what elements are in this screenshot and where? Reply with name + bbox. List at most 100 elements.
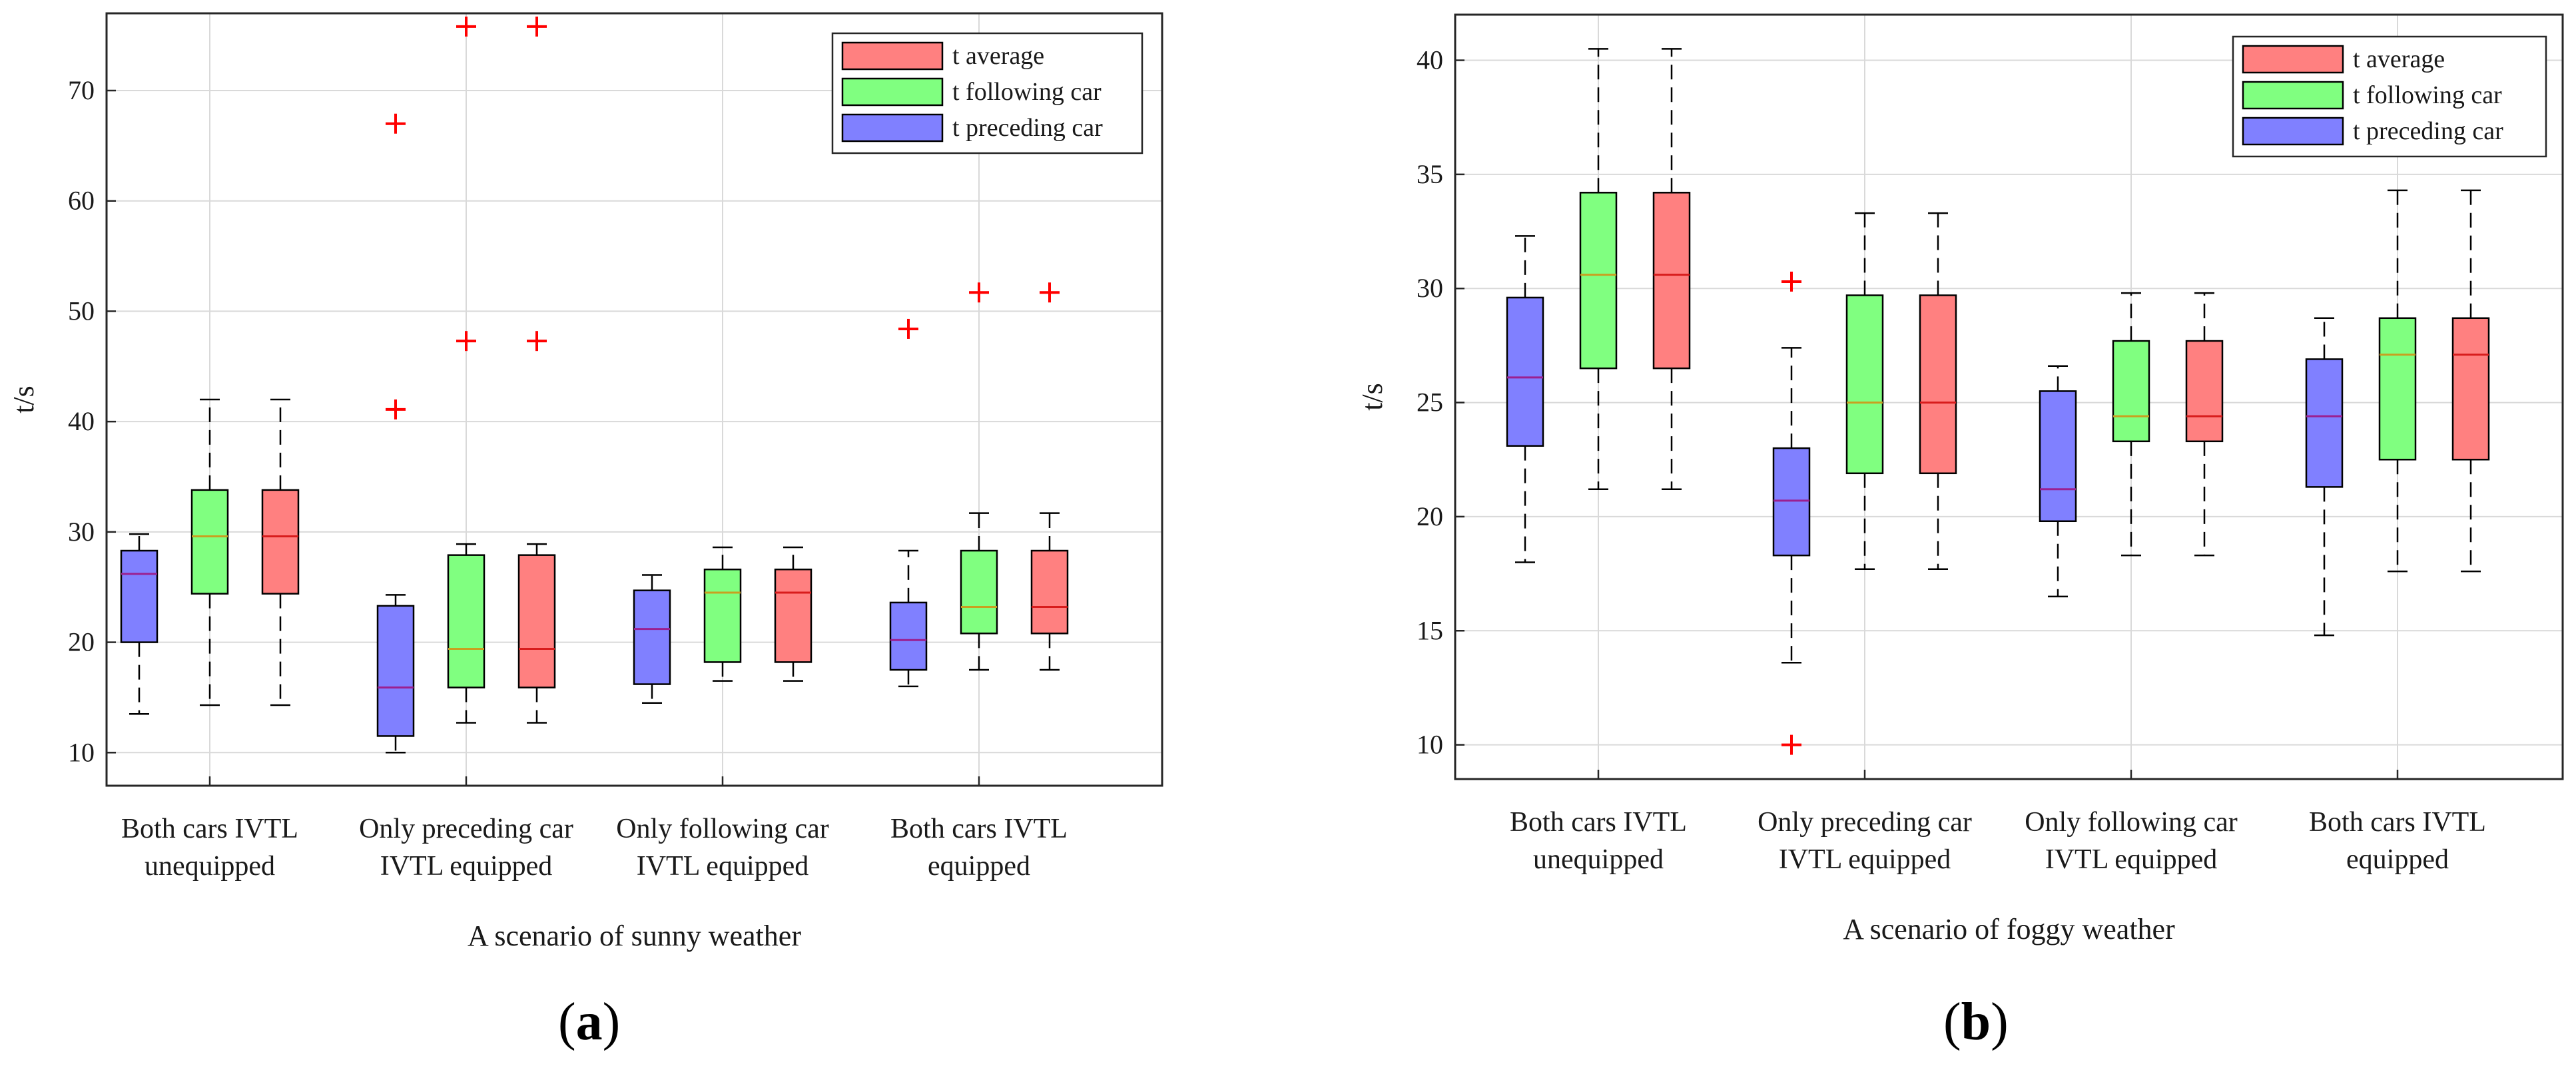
box-preceding-group-4 <box>2305 317 2344 637</box>
panel-b-label: (b) <box>1943 992 2009 1053</box>
x-tick-label: unequipped <box>145 851 275 882</box>
panel-a-label-close: ) <box>602 993 621 1051</box>
x-tick-label: IVTL equipped <box>380 851 553 882</box>
box-body <box>2112 340 2150 443</box>
x-tick-label: Both cars IVTL <box>1510 807 1687 838</box>
panel-b-label-open: ( <box>1943 993 1961 1051</box>
y-axis-label: t/s <box>1356 383 1389 411</box>
outlier-marker <box>1040 282 1060 303</box>
axes-frame <box>105 12 1163 787</box>
box-body <box>2305 358 2344 488</box>
y-tick-label: 50 <box>68 296 95 326</box>
legend-label-preceding: t preceding car <box>2353 117 2503 145</box>
box-following-group-4 <box>960 282 998 671</box>
box-preceding-group-3 <box>2039 365 2077 598</box>
y-tick-label: 35 <box>1417 159 1443 189</box>
box-preceding-group-4 <box>889 318 928 688</box>
box-following-group-2 <box>1845 212 1884 570</box>
box-following-group-4 <box>2378 189 2417 573</box>
box-body <box>774 568 812 663</box>
box-body <box>517 554 556 688</box>
legend: t average t following car t preceding car <box>2232 35 2547 158</box>
box-body <box>1030 549 1069 635</box>
outlier-marker <box>969 282 989 303</box>
panel-a-label: (a) <box>558 992 620 1053</box>
outlier-marker <box>456 331 476 352</box>
chart-panel-b: 10 15 20 25 30 35 40 Both cars IVTL unequipped On… <box>1356 13 2564 946</box>
panel-b-label-letter: b <box>1961 993 1991 1051</box>
y-tick-label: 15 <box>1417 615 1443 645</box>
y-tick-label: 20 <box>1417 501 1443 531</box>
box-preceding-group-1 <box>120 533 159 715</box>
y-tick-label: 60 <box>68 186 95 216</box>
x-axis-label: A scenario of sunny weather <box>468 920 801 952</box>
box-body <box>703 568 742 663</box>
y-tick-label: 70 <box>68 75 95 105</box>
legend-label-following: t following car <box>952 78 1102 106</box>
outlier-marker <box>386 399 406 419</box>
box-following-group-3 <box>703 546 742 682</box>
box-body <box>261 489 300 595</box>
y-tick-label: 10 <box>1417 730 1443 760</box>
chart-panel-a: 10 20 30 40 50 60 70 Both cars IVTL unequipped On… <box>7 12 1163 952</box>
box-body <box>447 554 485 688</box>
x-tick-label: Both cars IVTL <box>2309 807 2486 838</box>
box-average-group-4 <box>2451 189 2490 573</box>
legend-label-average: t average <box>2353 45 2445 73</box>
legend: t average t following car t preceding car <box>831 32 1143 154</box>
panel-a-label-open: ( <box>558 993 576 1051</box>
panel-b-label-close: ) <box>1991 993 2009 1051</box>
y-tick-label: 40 <box>1417 45 1443 75</box>
axes-frame <box>1454 13 2564 780</box>
y-tick-label: 25 <box>1417 388 1443 417</box>
outlier-marker <box>1781 271 1801 292</box>
box-preceding-group-2 <box>1772 271 1811 755</box>
x-tick-label: IVTL equipped <box>2045 844 2218 875</box>
legend-swatch-following <box>2242 81 2344 110</box>
legend-swatch-average <box>841 41 944 71</box>
x-tick-label: equipped <box>928 851 1030 882</box>
x-tick-label: Only following car <box>2025 807 2238 838</box>
box-body <box>1772 447 1811 557</box>
box-body <box>2185 340 2224 443</box>
box-body <box>2039 390 2077 523</box>
box-body <box>960 549 998 635</box>
box-following-group-1 <box>190 398 229 706</box>
outlier-marker <box>527 331 547 352</box>
panel-a-label-letter: a <box>575 993 603 1051</box>
legend-swatch-following <box>841 77 944 107</box>
box-body <box>1919 294 1957 475</box>
x-tick-label: equipped <box>2346 844 2449 875</box>
y-tick-label: 10 <box>68 737 95 767</box>
x-tick-label: Only following car <box>616 814 829 844</box>
box-preceding-group-3 <box>633 574 671 704</box>
box-preceding-group-1 <box>1506 235 1544 563</box>
x-tick-label: IVTL equipped <box>637 851 809 882</box>
box-preceding-group-2 <box>376 113 415 754</box>
box-average-group-3 <box>774 546 812 682</box>
x-tick-label: unequipped <box>1533 844 1664 875</box>
y-tick-label: 20 <box>68 627 95 657</box>
x-tick-label: IVTL equipped <box>1779 844 1951 875</box>
x-tick-label: Only preceding car <box>1758 807 1972 838</box>
legend-swatch-preceding <box>2242 117 2344 146</box>
box-average-group-2 <box>1919 212 1957 570</box>
x-tick-label: Both cars IVTL <box>890 814 1068 844</box>
box-body <box>376 605 415 737</box>
box-average-group-1 <box>261 398 300 706</box>
box-body <box>1579 192 1618 370</box>
box-average-group-3 <box>2185 292 2224 557</box>
y-axis-label: t/s <box>7 386 40 413</box>
box-body <box>889 601 928 671</box>
y-tick-label: 30 <box>1417 273 1443 303</box>
outlier-marker <box>456 16 476 37</box>
box-following-group-2 <box>447 16 485 724</box>
box-body <box>633 589 671 685</box>
outlier-marker <box>898 318 918 339</box>
outlier-marker <box>1781 734 1801 755</box>
box-body <box>1845 294 1884 475</box>
box-average-group-2 <box>517 16 556 724</box>
y-tick-label: 30 <box>68 517 95 547</box>
box-following-group-3 <box>2112 292 2150 557</box>
